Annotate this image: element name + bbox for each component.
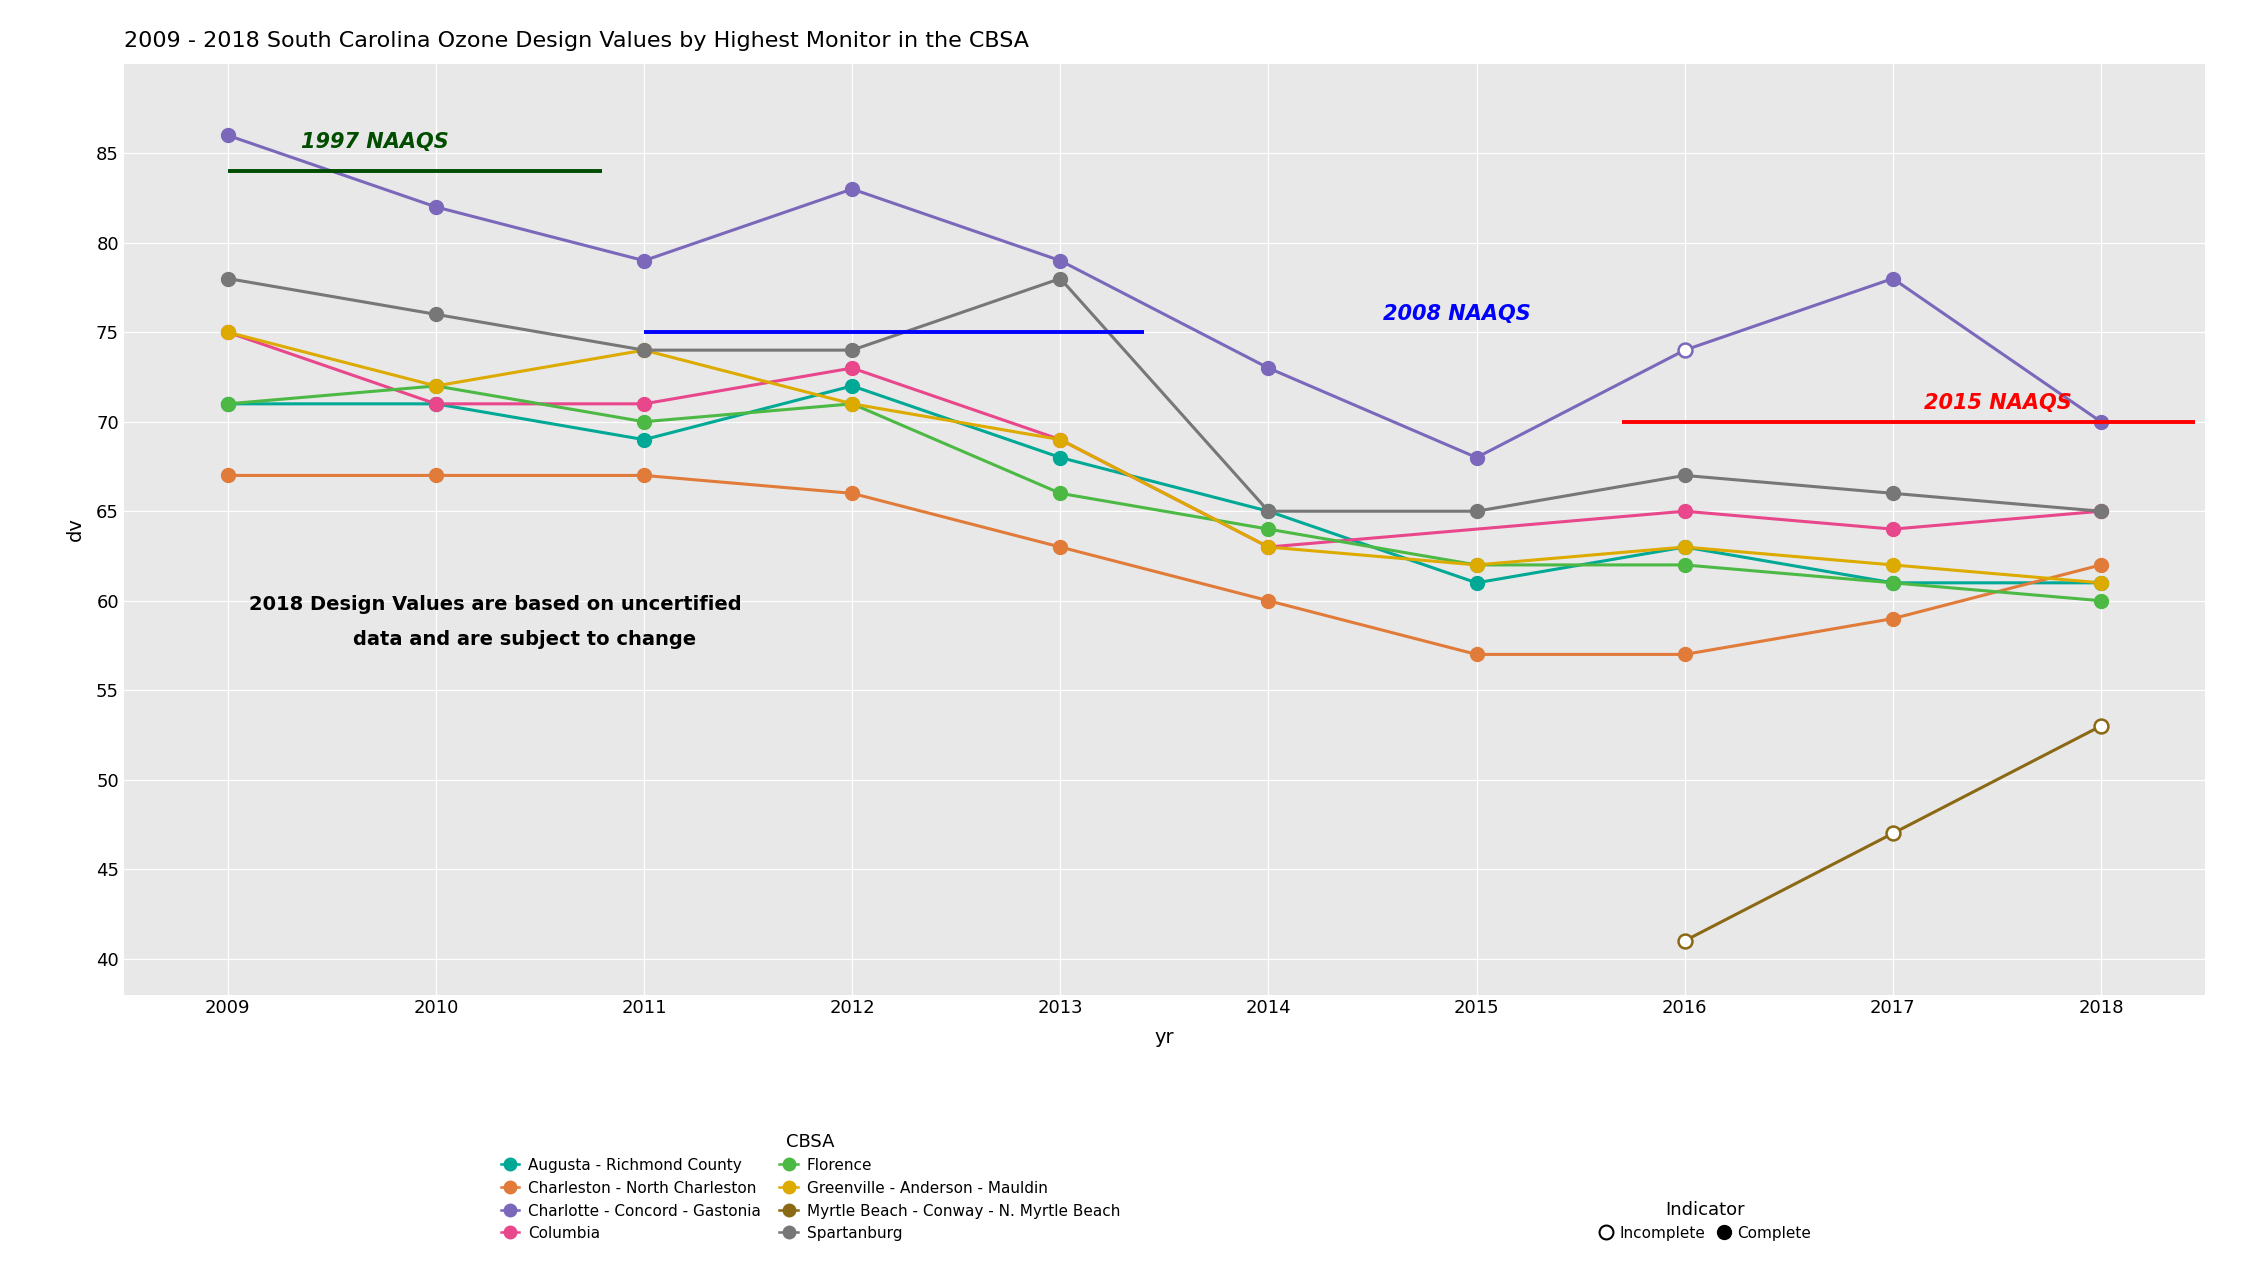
Text: 2015 NAAQS: 2015 NAAQS [1924, 393, 2072, 413]
X-axis label: yr: yr [1154, 1029, 1174, 1048]
Text: data and are subject to change: data and are subject to change [353, 630, 695, 649]
Y-axis label: dv: dv [65, 518, 86, 541]
Text: 1997 NAAQS: 1997 NAAQS [302, 131, 448, 152]
Text: 2018 Design Values are based on uncertified: 2018 Design Values are based on uncertif… [248, 594, 740, 613]
Text: 2008 NAAQS: 2008 NAAQS [1384, 303, 1530, 324]
Text: 2009 - 2018 South Carolina Ozone Design Values by Highest Monitor in the CBSA: 2009 - 2018 South Carolina Ozone Design … [124, 31, 1028, 51]
Legend: Incomplete, Complete: Incomplete, Complete [1593, 1195, 1818, 1247]
